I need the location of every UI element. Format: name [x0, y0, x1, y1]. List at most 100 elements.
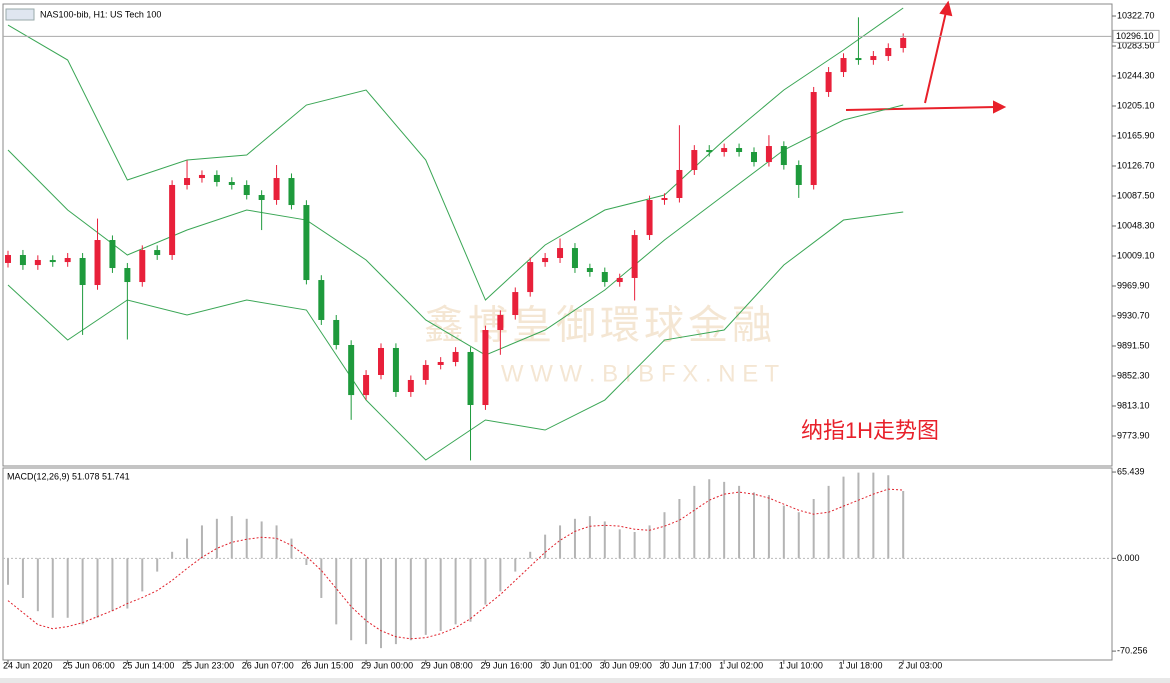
- band-upper: [7, 7, 904, 301]
- candle-body: [512, 292, 519, 316]
- x-tick-label: 29 Jun 08:00: [421, 660, 473, 670]
- candle-body: [198, 174, 205, 179]
- candle-body: [452, 351, 459, 362]
- y-tick-label: 10322.70: [1117, 10, 1155, 20]
- y-tick-label: 65.439: [1117, 466, 1145, 476]
- candle-body: [303, 205, 310, 281]
- y-tick-label: 10283.50: [1117, 40, 1155, 50]
- x-tick-label: 26 Jun 07:00: [242, 660, 294, 670]
- candle-body: [840, 58, 847, 73]
- candle-body: [392, 347, 399, 392]
- candle-body: [482, 330, 489, 406]
- arrow-up: [924, 11, 947, 104]
- candle-body: [855, 58, 862, 61]
- candle-body: [154, 250, 161, 256]
- signal-line: [7, 488, 904, 640]
- candle-body: [497, 315, 504, 331]
- band-lower: [7, 211, 904, 461]
- y-tick-label: 0.000: [1117, 553, 1140, 563]
- candle-body: [557, 248, 564, 258]
- y-tick-label: 10244.30: [1117, 70, 1155, 80]
- candle-body: [825, 72, 832, 93]
- arrows: [845, 0, 1007, 114]
- arrow-head: [939, 0, 953, 17]
- candle-body: [870, 56, 877, 61]
- y-tick-label: 10087.50: [1117, 190, 1155, 200]
- arrow-head: [993, 100, 1007, 114]
- candle-body: [616, 277, 623, 283]
- candle-body: [378, 347, 384, 376]
- x-tick-label: 25 Jun 23:00: [182, 660, 234, 670]
- candle-body: [19, 255, 26, 266]
- y-tick-label: 10165.90: [1117, 130, 1155, 140]
- candle-body: [601, 272, 608, 283]
- candle-body: [721, 148, 728, 153]
- candle-body: [318, 280, 325, 320]
- candle-body: [586, 268, 593, 273]
- y-tick-label: 9852.30: [1117, 370, 1150, 380]
- candle-body: [467, 351, 474, 406]
- window-icon: [5, 8, 35, 21]
- x-tick-label: 29 Jun 16:00: [480, 660, 532, 670]
- candle-body: [527, 262, 534, 293]
- scrollbar: [0, 678, 1170, 683]
- x-tick-label: 1 Jul 02:00: [719, 660, 763, 670]
- candle-body: [139, 250, 146, 283]
- candle-body: [422, 364, 429, 380]
- candle-body: [64, 257, 71, 263]
- candle-body: [765, 146, 772, 163]
- annotation: 纳指1H走势图: [801, 418, 939, 443]
- candle-body: [542, 257, 549, 263]
- y-tick-label: 10009.10: [1117, 250, 1155, 260]
- candle-body: [288, 178, 295, 206]
- x-tick-label: 24 Jun 2020: [3, 660, 53, 670]
- candle-body: [243, 184, 250, 196]
- x-tick-label: 30 Jun 01:00: [540, 660, 592, 670]
- candle-body: [571, 248, 578, 269]
- candle-body: [736, 148, 743, 153]
- x-tick-label: 30 Jun 17:00: [659, 660, 711, 670]
- last-price-label: 10296.10: [1116, 31, 1154, 41]
- candle-body: [691, 150, 698, 170]
- candle-body: [646, 199, 653, 236]
- y-tick-label: 9813.10: [1117, 400, 1150, 410]
- candle-body: [94, 240, 101, 286]
- y-tick-label: 10205.10: [1117, 100, 1155, 110]
- candle-body: [228, 182, 235, 185]
- x-tick-label: 1 Jul 18:00: [839, 660, 883, 670]
- candle-body: [109, 240, 116, 269]
- candle-body: [333, 319, 340, 346]
- price-panel: [2, 3, 1113, 467]
- candle-body: [795, 165, 802, 185]
- y-tick-label: 9773.90: [1117, 430, 1150, 440]
- x-tick-label: 25 Jun 06:00: [63, 660, 115, 670]
- candle-body: [900, 37, 907, 49]
- y-tick-label: -70.256: [1117, 645, 1148, 655]
- last-price-box: [1112, 29, 1160, 43]
- candle-body: [885, 48, 892, 57]
- candle-body: [49, 259, 56, 263]
- candle-body: [124, 268, 131, 283]
- candle-body: [169, 184, 176, 256]
- candle-body: [780, 146, 787, 166]
- x-tick-label: 1 Jul 10:00: [779, 660, 823, 670]
- y-tick-label: 9969.90: [1117, 280, 1150, 290]
- candle-body: [5, 255, 11, 263]
- candle-body: [676, 169, 683, 198]
- x-tick-label: 30 Jun 09:00: [600, 660, 652, 670]
- x-tick-label: 2 Jul 03:00: [898, 660, 942, 670]
- candle-body: [706, 150, 713, 153]
- chart-title: NAS100-bib, H1: US Tech 100: [40, 9, 161, 19]
- candle-body: [810, 92, 817, 185]
- candle-body: [258, 195, 265, 200]
- candle-body: [273, 178, 280, 200]
- candle-body: [631, 235, 638, 278]
- arrow-right: [845, 106, 997, 111]
- y-tick-label: 10126.70: [1117, 160, 1155, 170]
- candle-body: [437, 361, 444, 365]
- x-tick-label: 29 Jun 00:00: [361, 660, 413, 670]
- candle-body: [213, 174, 220, 183]
